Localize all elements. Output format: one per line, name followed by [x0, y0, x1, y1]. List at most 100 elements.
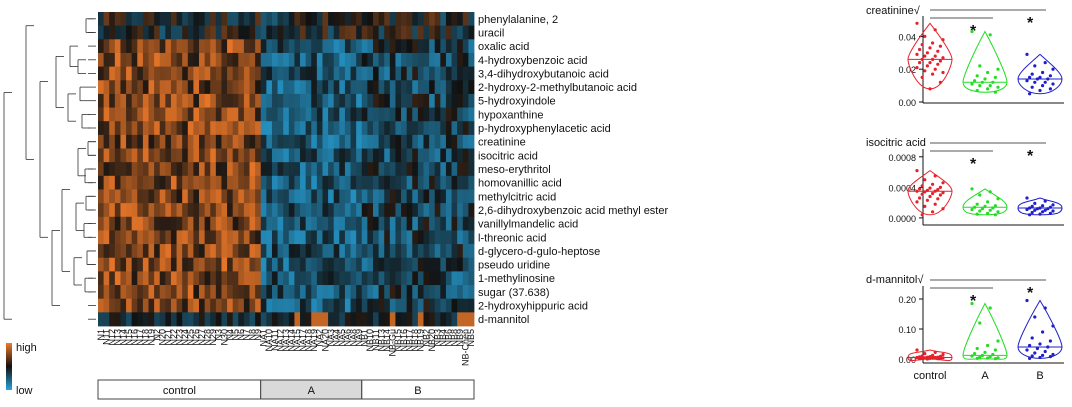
- heatmap-cell: [193, 298, 200, 313]
- heatmap-cell: [159, 244, 166, 259]
- data-point: [1025, 298, 1029, 303]
- heatmap-cell: [423, 39, 430, 54]
- data-point: [1033, 315, 1037, 319]
- heatmap-cell: [462, 66, 469, 81]
- heatmap-cell: [255, 257, 262, 272]
- heatmap-cell: [120, 216, 127, 231]
- row-label: methylcitric acid: [478, 191, 556, 203]
- heatmap-cell: [204, 25, 211, 40]
- heatmap-cell: [165, 244, 172, 259]
- heatmap-cell: [137, 203, 144, 218]
- heatmap-cell: [417, 39, 424, 54]
- heatmap-cell: [367, 93, 374, 108]
- heatmap-cell: [255, 80, 262, 95]
- heatmap-cell: [148, 134, 155, 149]
- heatmap-cell: [384, 244, 391, 259]
- heatmap-cell: [266, 148, 273, 163]
- heatmap-cell: [109, 257, 116, 272]
- data-point: [931, 72, 935, 76]
- heatmap-cell: [401, 189, 408, 204]
- data-point: [925, 51, 930, 55]
- heatmap-cell: [170, 271, 177, 286]
- heatmap-cell: [333, 52, 340, 68]
- heatmap-cell: [193, 12, 200, 27]
- heatmap-cell: [103, 39, 110, 54]
- heatmap-cell: [311, 271, 318, 286]
- heatmap-cell: [367, 271, 374, 286]
- heatmap-cell: [412, 134, 419, 149]
- heatmap-cell: [361, 66, 368, 81]
- heatmap-cell: [210, 175, 217, 190]
- heatmap-cell: [277, 175, 284, 190]
- heatmap-cell: [98, 189, 105, 204]
- heatmap-cell: [406, 107, 413, 122]
- heatmap-cell: [114, 39, 121, 54]
- heatmap-cell: [255, 148, 262, 163]
- heatmap-cell: [255, 216, 262, 231]
- column-label: NB1: [360, 329, 370, 347]
- heatmap-cell: [316, 121, 323, 136]
- heatmap-cell: [417, 216, 424, 231]
- heatmap-cell: [114, 230, 121, 245]
- heatmap-cell: [440, 39, 447, 54]
- heatmap-cell: [316, 25, 323, 40]
- heatmap-cell: [451, 107, 458, 122]
- heatmap-cell: [440, 271, 447, 286]
- column-label: N23: [174, 329, 184, 346]
- heatmap-cell: [462, 25, 469, 40]
- heatmap-cell: [283, 80, 290, 95]
- heatmap-cell: [339, 134, 346, 149]
- heatmap-cell: [395, 298, 402, 313]
- heatmap-cell: [221, 230, 228, 245]
- heatmap-cell: [417, 52, 424, 68]
- heatmap-cell: [328, 257, 335, 272]
- heatmap-cell: [350, 271, 357, 286]
- significance-star: *: [970, 293, 977, 310]
- heatmap-cell: [468, 175, 475, 190]
- heatmap-cell: [170, 80, 177, 95]
- data-point: [1030, 210, 1034, 215]
- heatmap-cell: [468, 39, 475, 54]
- heatmap-cell: [165, 175, 172, 190]
- heatmap-cell: [249, 25, 256, 40]
- heatmap-cell: [468, 189, 475, 204]
- row-label: isocitric acid: [478, 150, 538, 162]
- heatmap-cell: [328, 271, 335, 286]
- heatmap-cell: [389, 244, 396, 259]
- row-label: 4-hydroxybenzoic acid: [478, 55, 587, 67]
- data-point: [1033, 80, 1037, 84]
- heatmap-cell: [429, 93, 436, 108]
- heatmap-cell: [445, 285, 452, 300]
- heatmap-cell: [440, 52, 447, 68]
- heatmap-cell: [333, 257, 340, 272]
- heatmap-cell: [468, 162, 475, 177]
- heatmap-cell: [120, 107, 127, 122]
- heatmap-cell: [457, 121, 464, 136]
- data-point: [933, 355, 937, 360]
- heatmap-cell: [277, 298, 284, 313]
- heatmap-cell: [187, 121, 194, 136]
- heatmap-cell: [339, 148, 346, 163]
- data-point: [1030, 204, 1034, 208]
- heatmap-cell: [199, 257, 206, 272]
- heatmap-cell: [260, 80, 267, 95]
- heatmap-cell: [126, 230, 133, 245]
- heatmap-cell: [457, 134, 464, 149]
- violin-outline: [962, 188, 1008, 216]
- heatmap-cell: [389, 25, 396, 40]
- heatmap-cell: [288, 107, 295, 122]
- heatmap-column-labels: N1N11N12N13N14N15N16N17N18N19N2N20N21N22…: [96, 329, 476, 366]
- heatmap-cell: [457, 244, 464, 259]
- heatmap-cell: [165, 121, 172, 136]
- heatmap-cell: [114, 12, 121, 27]
- heatmap-cell: [137, 216, 144, 231]
- heatmap-cell: [344, 257, 351, 272]
- data-point: [975, 88, 979, 93]
- heatmap-cell: [193, 39, 200, 54]
- heatmap-cell: [451, 134, 458, 149]
- heatmap-cell: [305, 175, 312, 190]
- heatmap-cell: [204, 162, 211, 177]
- heatmap-cell: [204, 52, 211, 68]
- heatmap-cell: [221, 312, 228, 327]
